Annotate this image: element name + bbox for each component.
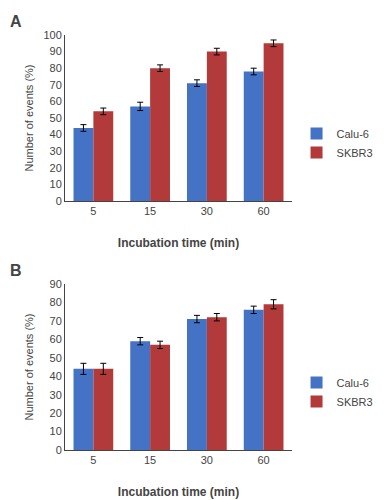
svg-text:Number of events (%): Number of events (%) (23, 65, 35, 172)
svg-text:0: 0 (56, 444, 62, 456)
svg-text:40: 40 (50, 370, 62, 382)
svg-text:Calu-6: Calu-6 (337, 377, 369, 389)
svg-text:Incubation time (min): Incubation time (min) (118, 485, 239, 499)
svg-text:20: 20 (50, 162, 62, 174)
svg-text:70: 70 (50, 315, 62, 327)
svg-text:5: 5 (90, 454, 96, 466)
svg-text:90: 90 (50, 45, 62, 57)
svg-text:80: 80 (50, 62, 62, 74)
svg-text:Incubation time (min): Incubation time (min) (118, 236, 239, 250)
svg-text:60: 60 (50, 333, 62, 345)
svg-text:30: 30 (201, 454, 213, 466)
svg-text:20: 20 (50, 407, 62, 419)
svg-text:80: 80 (50, 296, 62, 308)
svg-text:Calu-6: Calu-6 (337, 128, 369, 140)
svg-text:50: 50 (50, 112, 62, 124)
svg-text:60: 60 (50, 95, 62, 107)
svg-text:5: 5 (90, 205, 96, 217)
svg-text:SKBR3: SKBR3 (337, 396, 373, 408)
svg-text:50: 50 (50, 352, 62, 364)
svg-text:30: 30 (50, 389, 62, 401)
svg-text:70: 70 (50, 79, 62, 91)
svg-text:60: 60 (258, 454, 270, 466)
svg-text:40: 40 (50, 128, 62, 140)
svg-text:0: 0 (56, 195, 62, 207)
svg-text:15: 15 (144, 205, 156, 217)
svg-text:10: 10 (50, 425, 62, 437)
svg-text:15: 15 (144, 454, 156, 466)
svg-text:60: 60 (258, 205, 270, 217)
svg-text:A: A (10, 13, 22, 30)
svg-text:30: 30 (50, 145, 62, 157)
svg-text:10: 10 (50, 178, 62, 190)
svg-text:90: 90 (50, 278, 62, 290)
svg-text:100: 100 (43, 29, 61, 41)
svg-text:B: B (10, 262, 22, 279)
svg-text:SKBR3: SKBR3 (337, 147, 373, 159)
svg-text:30: 30 (201, 205, 213, 217)
svg-text:Number of events (%): Number of events (%) (23, 314, 35, 421)
